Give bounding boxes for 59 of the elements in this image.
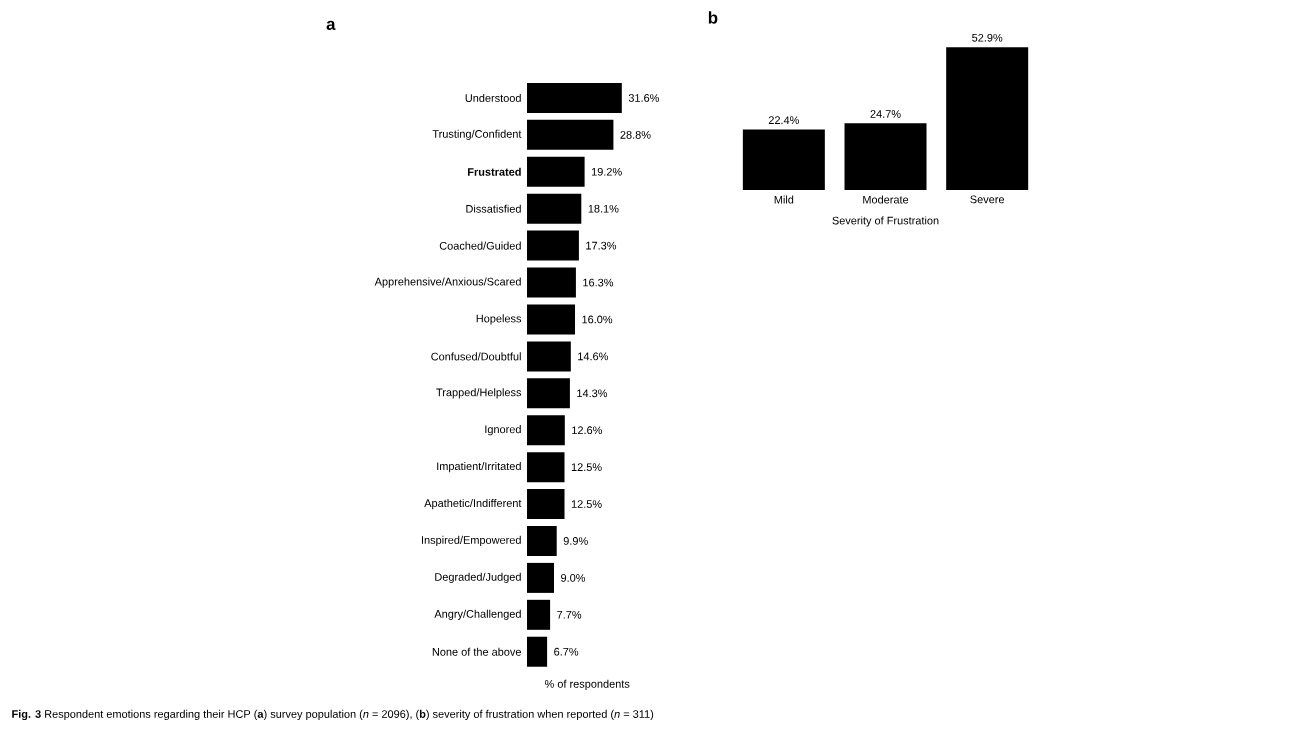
chart-title: b: [708, 11, 718, 24]
data-label: 14.6%: [578, 352, 608, 361]
x-axis-title: Severity of Frustration: [832, 216, 939, 227]
data-label: 22.4%: [768, 116, 799, 124]
data-label: 52.9%: [972, 33, 1003, 42]
data-label: 14.3%: [577, 389, 608, 398]
y-tick-label: Inspired/Empowered: [422, 535, 521, 547]
bar: [527, 341, 571, 372]
data-label: 17.3%: [586, 241, 617, 250]
bar: [527, 230, 579, 261]
bar: [527, 156, 585, 187]
y-tick-label: Trapped/Helpless: [436, 388, 522, 399]
data-label: 9.0%: [561, 574, 586, 582]
data-label: 28.8%: [620, 131, 651, 139]
data-label: 16.3%: [583, 278, 614, 287]
y-tick-label: Frustrated: [468, 167, 521, 176]
y-tick-label: Degraded/Judged: [435, 572, 521, 583]
y-tick-label: None of the above: [432, 647, 521, 656]
data-label: 7.7%: [557, 610, 582, 619]
y-tick-label: Apathetic/Indifferent: [424, 498, 522, 510]
data-label: 9.9%: [563, 537, 588, 545]
y-tick-label: Trusting/Confident: [432, 129, 522, 140]
bar: [527, 415, 565, 446]
bar: [527, 267, 576, 298]
y-tick-label: Coached/Guided: [439, 241, 521, 250]
bar: [527, 489, 565, 520]
bar: [527, 525, 557, 556]
data-label: 6.7%: [554, 647, 579, 656]
y-tick-label: Ignored: [485, 425, 521, 436]
text: a: [326, 20, 336, 30]
bar: [527, 304, 576, 335]
text: Fig. 3 Respondent emotions regarding their HCP (a) survey population (n = 2096), (b) severity of frustration when reported (n = 311): [12, 709, 654, 721]
bar: [527, 599, 551, 630]
y-tick-label: Apprehensive/Anxious/Scared: [374, 277, 521, 288]
x-tick-label: Moderate: [863, 195, 909, 204]
data-label: 31.6%: [628, 94, 659, 102]
bar: [527, 452, 565, 483]
data-label: 12.5%: [571, 500, 602, 508]
y-tick-label: Angry/Challenged: [434, 609, 521, 620]
bar: [527, 562, 555, 593]
bar: [527, 378, 570, 409]
bar: [527, 193, 582, 224]
data-label: 18.1%: [588, 204, 619, 213]
bar: [527, 119, 614, 150]
data-label: 12.5%: [571, 463, 602, 472]
y-tick-label: Dissatisfied: [466, 204, 521, 213]
y-tick-label: Confused/Doubtful: [431, 352, 521, 361]
data-label: 19.2%: [591, 167, 622, 176]
bar: [527, 636, 548, 667]
x-tick-label: Severe: [970, 195, 1005, 204]
x-tick-label: Mild: [774, 195, 794, 204]
y-tick-label: Understood: [465, 93, 521, 102]
bar: [527, 82, 622, 113]
data-label: 16.0%: [582, 315, 613, 324]
y-tick-label: Impatient/Irritated: [437, 462, 521, 473]
data-label: 12.6%: [572, 426, 602, 435]
x-axis-title: % of respondents: [544, 679, 630, 690]
data-label: 24.7%: [870, 110, 901, 118]
y-tick-label: Hopeless: [476, 314, 522, 325]
